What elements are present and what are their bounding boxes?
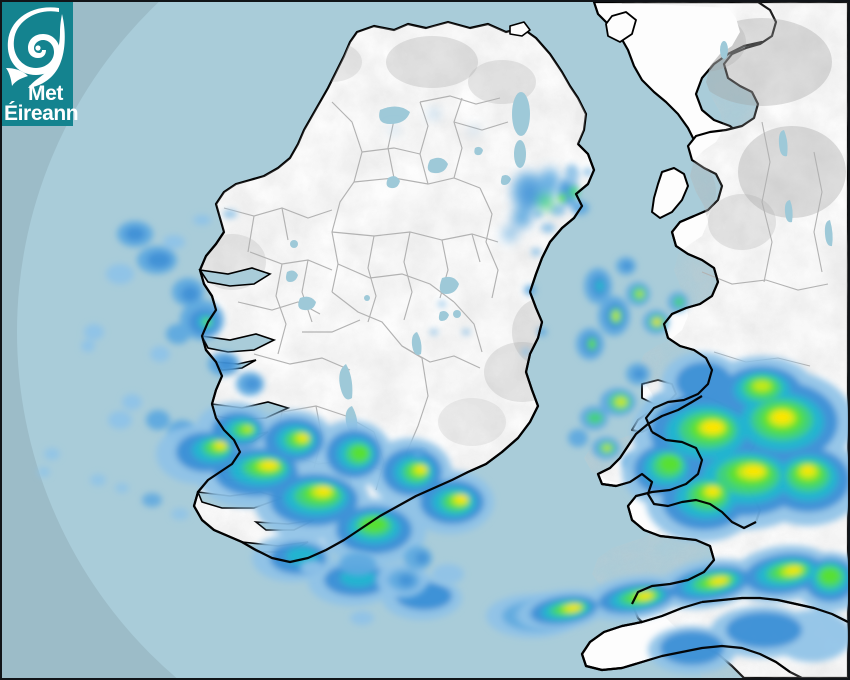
radar-area-donegal-light-echo xyxy=(390,110,478,133)
radar-area-far-southwest-showers xyxy=(38,448,189,520)
met-eireann-spiral-icon xyxy=(6,7,65,88)
lakes xyxy=(286,92,530,457)
met-eireann-wordmark: Met Éireann xyxy=(4,82,90,126)
rathlin-island xyxy=(509,21,531,37)
radar-area-down-coast-showers xyxy=(502,168,560,242)
logo-line-1: Met xyxy=(28,82,63,105)
coastline-overlay xyxy=(192,143,848,673)
isle-of-man xyxy=(651,167,689,219)
islay-island xyxy=(605,11,637,43)
britain-lakes xyxy=(720,41,833,247)
logo-line-2: Éireann xyxy=(4,102,79,126)
met-eireann-logo[interactable]: Met Éireann xyxy=(2,2,79,126)
